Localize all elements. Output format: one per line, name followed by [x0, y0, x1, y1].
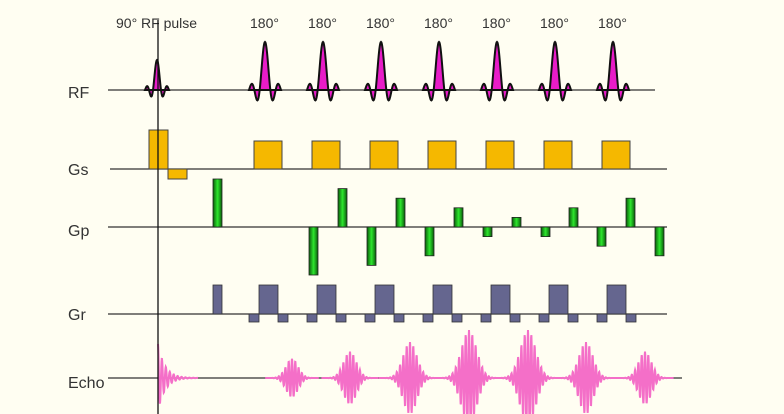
gr-readout-lobe [374, 284, 395, 315]
gr-crusher-right [277, 313, 289, 323]
refocus-label: 180° [482, 15, 511, 31]
row-label-gr: Gr [68, 307, 86, 324]
rf-180-pulse [537, 40, 573, 102]
rf-90-label: 90° RF pulse [116, 15, 197, 31]
gs-rephase-lobe [167, 168, 188, 180]
gp-step-lobe [366, 226, 377, 266]
rf-180-pulse [305, 40, 341, 102]
refocus-label: 180° [598, 15, 627, 31]
gr-crusher-left [306, 313, 318, 323]
gs-refocus-lobe [427, 140, 457, 170]
rf-180-pulse [421, 40, 457, 102]
gr-crusher-left [364, 313, 376, 323]
gp-step-lobe [625, 197, 636, 228]
gp-step-lobe [568, 207, 579, 228]
rf-180-pulse [247, 40, 283, 102]
echo-signals [157, 329, 674, 414]
row-label-gs: Gs [68, 162, 88, 179]
gp-step-lobe [482, 226, 493, 238]
rf-pulses [143, 40, 631, 102]
gp-step-lobe [453, 207, 464, 228]
refocus-labels: 180° 180° 180° 180° 180° 180° 180° [250, 15, 627, 31]
gr-crusher-left [480, 313, 492, 323]
gp-step-lobe [395, 197, 406, 228]
rf-180-pulse [363, 40, 399, 102]
gr-readout-lobe [490, 284, 511, 315]
rf-180-pulse [479, 40, 515, 102]
gr-readout-lobe [258, 284, 279, 315]
echo-signal [555, 341, 617, 413]
echo-signal [616, 351, 674, 404]
row-label-rf: RF [68, 85, 90, 102]
gs-refocus-lobe [601, 140, 631, 170]
refocus-label: 180° [250, 15, 279, 31]
phase-gradients [212, 178, 665, 276]
row-label-echo: Echo [68, 375, 105, 392]
gr-crusher-right [509, 313, 521, 323]
gp-step-lobe [424, 226, 435, 257]
gs-refocus-lobe [485, 140, 515, 170]
gr-crusher-left [422, 313, 434, 323]
gr-crusher-left [538, 313, 550, 323]
refocus-label: 180° [366, 15, 395, 31]
gp-step-lobe [337, 188, 348, 228]
gr-readout-lobe [432, 284, 453, 315]
echo-signal [379, 341, 441, 413]
gr-readout-lobe [548, 284, 569, 315]
gp-step-lobe [596, 226, 607, 247]
readout-gradients [212, 284, 637, 323]
refocus-label: 180° [424, 15, 453, 31]
gr-prephase-lobe [212, 284, 223, 315]
gp-step-lobe [654, 226, 665, 257]
slice-gradients [148, 129, 631, 180]
echo-signal [494, 329, 562, 414]
gr-crusher-right [393, 313, 405, 323]
echo-signal [265, 358, 319, 397]
rf-180-pulse [595, 40, 631, 102]
refocus-label: 180° [308, 15, 337, 31]
row-label-gp: Gp [68, 223, 89, 240]
gr-readout-lobe [606, 284, 627, 315]
echo-fid [157, 343, 199, 404]
gr-crusher-left [248, 313, 260, 323]
gs-refocus-lobe [543, 140, 573, 170]
gr-crusher-right [451, 313, 463, 323]
gr-crusher-right [625, 313, 637, 323]
rf-90-pulse [143, 58, 171, 98]
gr-readout-lobe [316, 284, 337, 315]
echo-signal [435, 329, 503, 414]
refocus-label: 180° [540, 15, 569, 31]
gs-refocus-lobe [369, 140, 399, 170]
gr-crusher-right [567, 313, 579, 323]
gp-prephase-lobe [212, 178, 223, 228]
gp-step-lobe [540, 226, 551, 238]
gr-crusher-left [596, 313, 608, 323]
gr-crusher-right [335, 313, 347, 323]
gp-step-lobe [511, 216, 522, 228]
gp-step-lobe [308, 226, 319, 276]
echo-signal [321, 351, 379, 404]
gs-refocus-lobe [311, 140, 341, 170]
gs-refocus-lobe [253, 140, 283, 170]
